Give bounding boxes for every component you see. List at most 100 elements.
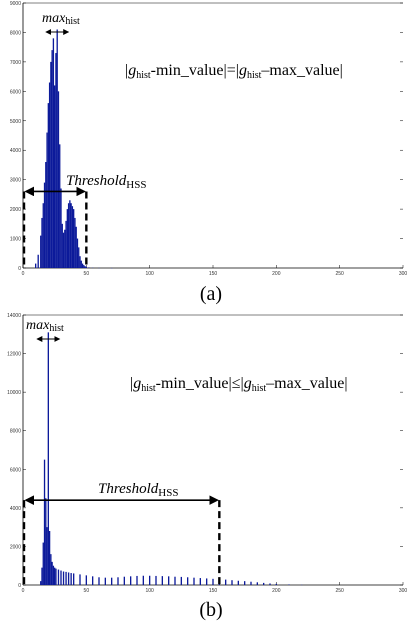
histogram-bar [149,575,151,585]
histogram-bar [206,578,208,585]
histogram-bar [47,332,49,585]
histogram-bar [74,217,76,268]
histogram-bar [256,582,258,585]
histogram-bar [76,238,79,268]
histogram-bar [51,50,53,268]
histogram-b: 0 50 100 150 200 250 300 0 2000 4000 6000 8000 10000… [7,313,407,621]
histogram-bar [67,203,70,268]
x-tick-label: 150 [209,271,218,277]
histogram-bar [42,542,44,585]
y-tick-label: 2000 [10,544,21,550]
histogram-bar [161,576,163,585]
histogram-bar [57,569,60,585]
histogram-bar [104,577,106,585]
histogram-bar [136,575,138,585]
histogram-bar [80,260,82,268]
histogram-bar [65,220,67,268]
histogram-bar [69,200,71,268]
histogram-bar [193,577,195,585]
histogram-bar [64,229,66,268]
histogram-bar [250,581,252,585]
peak-label: maxhist [42,11,80,27]
histogram-bar [174,576,176,585]
y-tick-label: 6000 [10,89,21,95]
histogram-bar [54,567,56,585]
x-tick-label: 300 [399,588,407,594]
histogram-bar [45,162,47,268]
x-tick-label: 0 [22,271,25,277]
y-tick-label: 8000 [10,429,21,435]
histogram-bar [180,576,182,585]
histogram-bar [55,568,57,585]
histogram-bar [98,577,100,585]
histogram-bar [70,573,72,585]
histogram-bar [84,266,86,268]
y-tick-label: 5000 [10,119,21,125]
histogram-bar [79,256,81,268]
y-tick-label: 1000 [10,237,21,243]
histogram-bar [263,582,265,585]
histogram-bar [42,203,44,268]
figure-caption: (b) [199,599,222,621]
histogram-bar [225,579,227,585]
histogram-bar [48,82,51,268]
histogram-bar [41,217,43,268]
histogram-bar [43,182,46,268]
histogram-bar [61,223,63,268]
histogram-bar [85,266,87,268]
histogram-bar [54,85,56,268]
peak-label: maxhist [26,318,64,334]
condition-equation: |ghist-min_value|≤|ghist–max_value| [130,375,348,394]
histogram-bar [79,574,81,585]
histogram-bar [52,565,55,585]
y-tick-label: 3000 [10,178,21,184]
histogram-bar [59,144,61,268]
histogram-bar [123,576,125,585]
histogram-bar [40,235,42,268]
y-tick-label: 14000 [7,313,21,319]
histogram-bar [62,232,65,268]
condition-equation: |ghist-min_value|=|ghist–max_value| [125,62,343,81]
histogram-bar [52,38,55,269]
histogram-bar [66,209,68,268]
histogram-bar [111,577,113,585]
histogram-bar [142,575,144,585]
histogram-bar [43,459,46,585]
histogram-bar [83,265,85,268]
x-tick-label: 50 [84,588,90,594]
x-tick-label: 100 [145,588,154,594]
histogram-bar [37,254,39,268]
y-tick-label: 8000 [10,30,21,36]
histogram-bar [130,576,132,585]
histogram-bar [55,53,57,268]
histogram-bar [288,584,290,585]
histogram-bar [62,571,65,585]
histogram-bar [275,583,277,585]
histogram-bar [199,578,201,585]
histogram-bar [88,267,90,268]
y-tick-label: 10000 [7,390,21,396]
x-tick-label: 100 [145,271,154,277]
figure-caption: (a) [200,283,222,305]
histogram-bar [48,531,51,585]
y-tick-label: 4000 [10,506,21,512]
threshold-label: ThresholdHSS [66,173,146,191]
histogram-bar [117,577,119,585]
x-tick-label: 0 [22,588,25,594]
y-tick-label: 0 [18,583,21,589]
histogram-bar [57,91,60,268]
x-tick-label: 50 [84,271,90,277]
histogram-bar [41,567,43,585]
histogram-bar [65,571,67,585]
histogram-bar [60,570,62,585]
histogram-bar [73,209,75,268]
histogram-bar [47,103,49,268]
histogram-bar [51,561,53,585]
x-tick-label: 150 [209,588,218,594]
x-tick-label: 200 [272,588,281,594]
histogram-bar [85,575,87,585]
x-tick-label: 200 [272,271,281,277]
histogram-bar [269,583,271,585]
x-tick-label: 300 [399,271,407,277]
